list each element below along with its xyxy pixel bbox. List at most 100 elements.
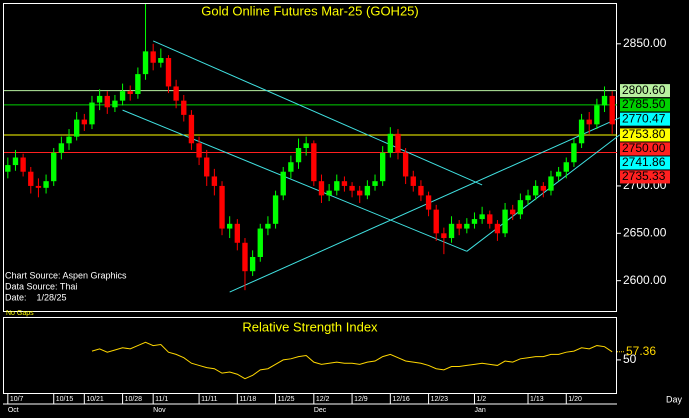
candle-body [548,176,554,191]
candle-body [418,185,424,196]
trendline [152,40,483,186]
level-label-box [620,128,670,142]
candle-body [387,133,394,153]
candle-body [173,86,179,101]
x-tick-label: 10/28 [125,396,143,403]
candle-body [204,157,210,177]
rsi-line [91,341,613,380]
candle-body [471,219,478,224]
candle-body [586,119,592,125]
candle-body [35,185,42,188]
trendline [122,109,468,252]
candle-body [20,157,26,172]
rsi-title: Relative Strength Index [242,319,378,334]
candle-body [510,209,516,215]
candle-body [43,181,49,188]
candle-body [303,143,309,149]
candle-body [127,91,133,95]
candle-body [456,223,462,229]
candle-body [295,148,302,163]
month-label: Dec [314,407,327,414]
level-label-box [620,142,670,156]
gap-note: No Gaps [6,310,34,317]
candle-body [425,195,432,210]
x-tick-label: 11/25 [278,396,295,403]
candle-body [150,51,156,63]
x-tick-label: 1/2 [476,396,486,403]
candle-body [532,185,539,196]
y-tick-label: 2850.00 [623,36,667,50]
candle-body [288,162,294,172]
note: Chart Source: Aspen Graphics [5,270,127,280]
level-label-box [620,112,670,126]
candle-body [249,256,256,272]
candle-body [433,209,439,234]
candle-body [66,136,72,144]
rsi-y-tick-label: 50 [623,352,637,366]
x-tick-label: 12/23 [431,396,449,403]
candle-body [402,152,409,177]
rsi-panel-frame [3,317,617,394]
candle-body [234,223,241,243]
candle-body [364,185,371,196]
candle-body [479,214,485,220]
candle-body [517,200,524,215]
level-label-box [620,170,670,184]
level-label: 2750.00 [622,141,666,155]
candle-body [594,105,600,125]
candle-body [5,165,11,172]
y-tick-label: 2600.00 [623,273,667,287]
candle-body [81,119,88,125]
x-tick-label: 1/20 [568,396,582,403]
month-label: Oct [8,407,19,414]
x-tick-label: 1/13 [530,396,544,403]
x-tick-label: 12/2 [316,396,330,403]
level-label: 2800.60 [622,83,666,97]
candle-body [142,51,149,75]
candle-body [196,143,202,158]
candle-body [601,95,608,106]
x-tick-label: 11/1 [155,396,168,403]
level-label: 2735.33 [622,169,666,183]
candle-body [28,171,34,186]
candle-body [272,195,279,224]
candle-body [464,223,470,229]
candle-body [571,143,577,163]
candle-body [487,214,493,224]
x-tick-label: 12/9 [354,396,368,403]
candle-body [119,91,126,101]
y-tick-label: 2650.00 [623,225,667,239]
candle-body [540,185,547,191]
level-label: 2770.47 [622,111,666,125]
x-tick-label: 12/16 [392,396,410,403]
trendline [229,117,621,293]
candle-body [265,223,271,229]
x-tick-label: 11/11 [201,396,218,403]
candle-body [555,171,562,177]
candle-body [379,152,386,182]
candle-body [188,114,195,144]
candle-body [578,119,585,144]
candle-body [525,195,531,201]
candle-body [395,133,401,153]
candle-body [73,119,80,137]
level-label-box [620,84,670,98]
candle-body [165,58,172,87]
candle-body [181,100,187,115]
candle-body [372,181,378,186]
x-tick-label: 10/21 [86,396,104,403]
chart-title: Gold Online Futures Mar-25 (GOH25) [201,3,418,18]
candle-body [104,95,110,108]
candle-body [609,95,615,125]
candle-body [58,143,65,153]
note: Data Source: Thai [5,281,77,291]
candle-body [12,157,19,166]
month-label: Jan [474,407,485,414]
candle-body [357,190,363,196]
candle-body [219,185,225,229]
candle-body [502,209,508,234]
candle-body [311,143,317,182]
candle-body [334,181,340,191]
